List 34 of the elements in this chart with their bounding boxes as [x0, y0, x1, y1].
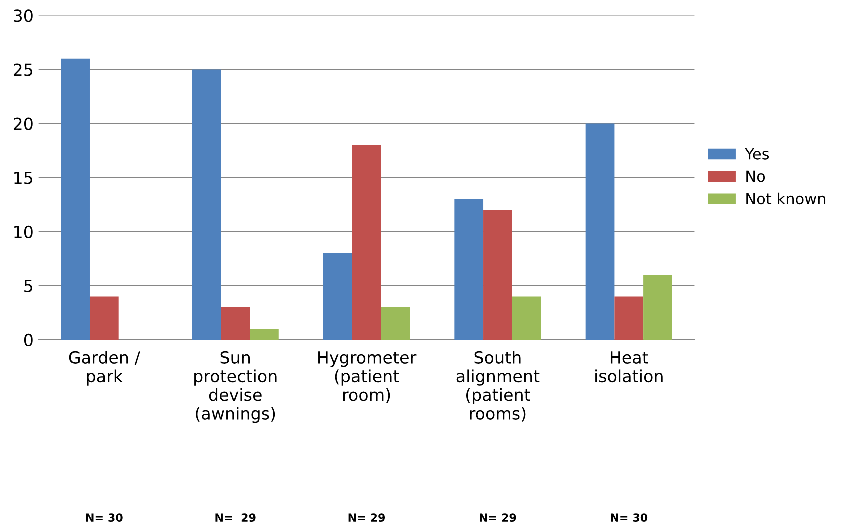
y-tick-label: 20 — [14, 118, 33, 130]
bar — [250, 329, 279, 340]
bar — [644, 275, 672, 340]
bar — [614, 296, 644, 340]
y-tick-label: 10 — [14, 226, 33, 238]
x-tick-label: Sun protection devise (awnings) — [194, 351, 277, 424]
bar — [484, 210, 512, 340]
bar — [381, 308, 410, 340]
y-tick-label: 25 — [14, 64, 33, 76]
bar — [221, 308, 250, 340]
bar — [454, 199, 484, 340]
x-tick-label: Heat isolation — [596, 352, 663, 383]
bar — [192, 70, 222, 340]
x-tick-label: South alignment (patient rooms) — [456, 351, 540, 422]
bar — [352, 145, 382, 340]
bar — [323, 253, 352, 340]
text: N= 29 — [216, 514, 256, 522]
y-tick-label: 5 — [24, 280, 33, 292]
text: N= 30 — [611, 514, 648, 522]
bar — [61, 58, 90, 340]
y-tick-label: 0 — [24, 334, 33, 347]
legend-label: Yes — [745, 148, 770, 160]
text: N= 30 — [86, 514, 123, 522]
x-tick-label: Garden / park — [69, 351, 140, 386]
bar — [586, 124, 615, 340]
text: N= 29 — [348, 514, 386, 522]
x-tick-label: Hygrometer (patient room) — [318, 352, 417, 404]
legend-label: No — [746, 170, 766, 182]
text: N= 29 — [480, 514, 516, 522]
bar — [512, 296, 542, 340]
legend-label: Not known — [746, 192, 826, 205]
bar — [90, 296, 119, 340]
y-tick-label: 30 — [14, 10, 33, 22]
y-tick-label: 15 — [14, 172, 33, 184]
